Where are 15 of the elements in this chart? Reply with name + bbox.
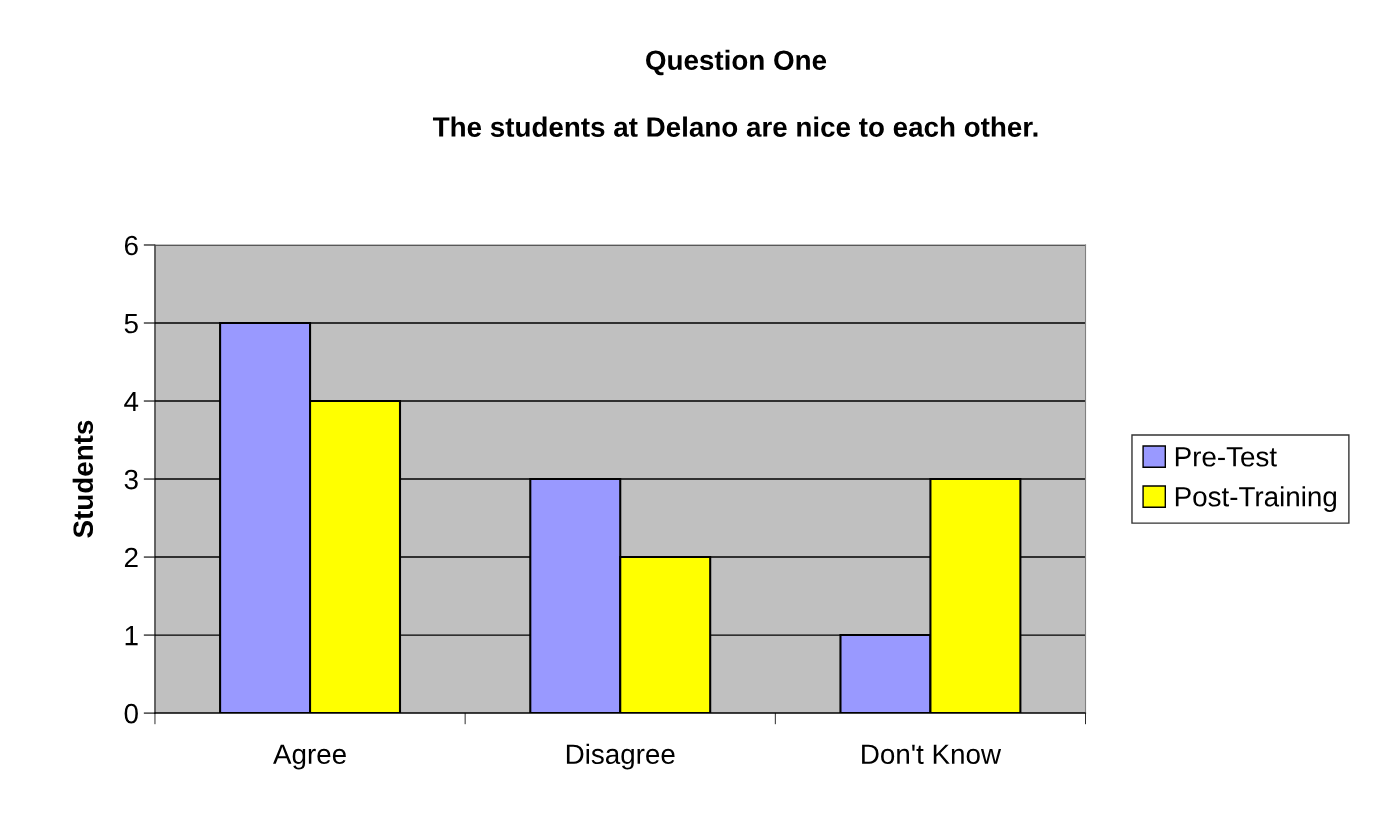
y-tick-label: 6: [124, 235, 138, 256]
y-tick-label: 5: [124, 313, 138, 334]
legend-label: Post-Training: [1175, 486, 1336, 513]
y-tick-label: 1: [125, 626, 138, 646]
chart-title: Question One: [646, 49, 827, 76]
x-tick-label: Disagree: [566, 743, 675, 770]
legend-label: Pre-Test: [1175, 447, 1277, 467]
y-tick-label: 4: [124, 391, 139, 412]
y-tick-label: 0: [124, 703, 138, 724]
x-tick-label: Don't Know: [862, 744, 1002, 765]
y-axis-title: Students: [72, 420, 94, 538]
chart-subtitle: The students at Delano are nice to each other.: [432, 116, 1038, 137]
y-tick-label: 3: [124, 469, 138, 490]
x-tick-label: Agree: [273, 744, 346, 770]
y-tick-label: 2: [124, 547, 138, 568]
